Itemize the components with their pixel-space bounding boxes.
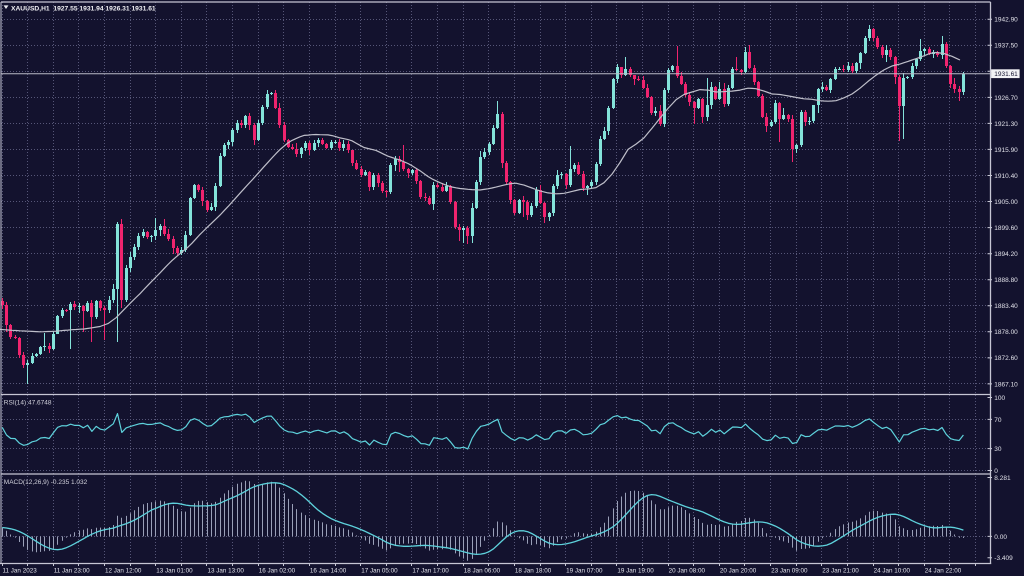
svg-text:30: 30 — [994, 446, 1002, 453]
svg-text:-3.409: -3.409 — [994, 555, 1013, 562]
svg-text:1921.30: 1921.30 — [994, 121, 1018, 128]
svg-text:100: 100 — [994, 395, 1005, 402]
svg-text:17 Jan 05:00: 17 Jan 05:00 — [361, 567, 398, 574]
svg-text:20 Jan 08:00: 20 Jan 08:00 — [669, 567, 706, 574]
svg-text:18 Jan 18:00: 18 Jan 18:00 — [515, 567, 552, 574]
svg-text:13 Jan 13:00: 13 Jan 13:00 — [208, 567, 245, 574]
svg-text:12 Jan 12:00: 12 Jan 12:00 — [105, 567, 142, 574]
svg-text:13 Jan 01:00: 13 Jan 01:00 — [156, 567, 193, 574]
svg-text:1878.00: 1878.00 — [994, 329, 1018, 336]
svg-text:16 Jan 14:00: 16 Jan 14:00 — [310, 567, 347, 574]
svg-text:1910.40: 1910.40 — [994, 173, 1018, 180]
svg-text:11 Jan 23:00: 11 Jan 23:00 — [54, 567, 90, 574]
svg-text:1899.60: 1899.60 — [994, 225, 1018, 232]
svg-text:1883.40: 1883.40 — [994, 303, 1018, 310]
svg-text:20 Jan 20:00: 20 Jan 20:00 — [720, 567, 757, 574]
svg-text:RSI(14) 47.6748: RSI(14) 47.6748 — [4, 399, 52, 406]
svg-text:23 Jan 09:00: 23 Jan 09:00 — [771, 567, 808, 574]
svg-text:8.281: 8.281 — [994, 475, 1011, 482]
svg-text:1867.10: 1867.10 — [994, 381, 1018, 388]
svg-text:1915.90: 1915.90 — [994, 147, 1018, 154]
svg-text:1905.00: 1905.00 — [994, 199, 1018, 206]
svg-text:1937.50: 1937.50 — [994, 43, 1018, 50]
svg-text:16 Jan 02:00: 16 Jan 02:00 — [259, 567, 296, 574]
svg-text:1931.61: 1931.61 — [994, 71, 1018, 78]
svg-text:19 Jan 19:00: 19 Jan 19:00 — [617, 567, 654, 574]
svg-text:24 Jan 10:00: 24 Jan 10:00 — [874, 567, 911, 574]
svg-text:0: 0 — [994, 468, 998, 475]
svg-text:1888.80: 1888.80 — [994, 277, 1018, 284]
svg-text:24 Jan 22:00: 24 Jan 22:00 — [925, 567, 962, 574]
svg-text:70: 70 — [994, 417, 1002, 424]
svg-text:1942.90: 1942.90 — [994, 17, 1018, 24]
svg-text:MACD(12,26,9) -0.235 1.032: MACD(12,26,9) -0.235 1.032 — [4, 479, 88, 486]
svg-text:17 Jan 17:00: 17 Jan 17:00 — [412, 567, 449, 574]
svg-text:1894.20: 1894.20 — [994, 251, 1018, 258]
svg-text:0.00: 0.00 — [994, 534, 1007, 541]
svg-text:1926.70: 1926.70 — [994, 95, 1018, 102]
svg-text:23 Jan 21:00: 23 Jan 21:00 — [822, 567, 859, 574]
svg-text:19 Jan 07:00: 19 Jan 07:00 — [566, 567, 603, 574]
svg-text:11 Jan 2023: 11 Jan 2023 — [3, 567, 38, 574]
svg-text:1872.60: 1872.60 — [994, 355, 1018, 362]
svg-text:XAUUSD,H1 1927.55 1931.94 192: XAUUSD,H1 1927.55 1931.94 1926.31 1931.6… — [11, 6, 156, 13]
svg-text:18 Jan 06:00: 18 Jan 06:00 — [464, 567, 501, 574]
